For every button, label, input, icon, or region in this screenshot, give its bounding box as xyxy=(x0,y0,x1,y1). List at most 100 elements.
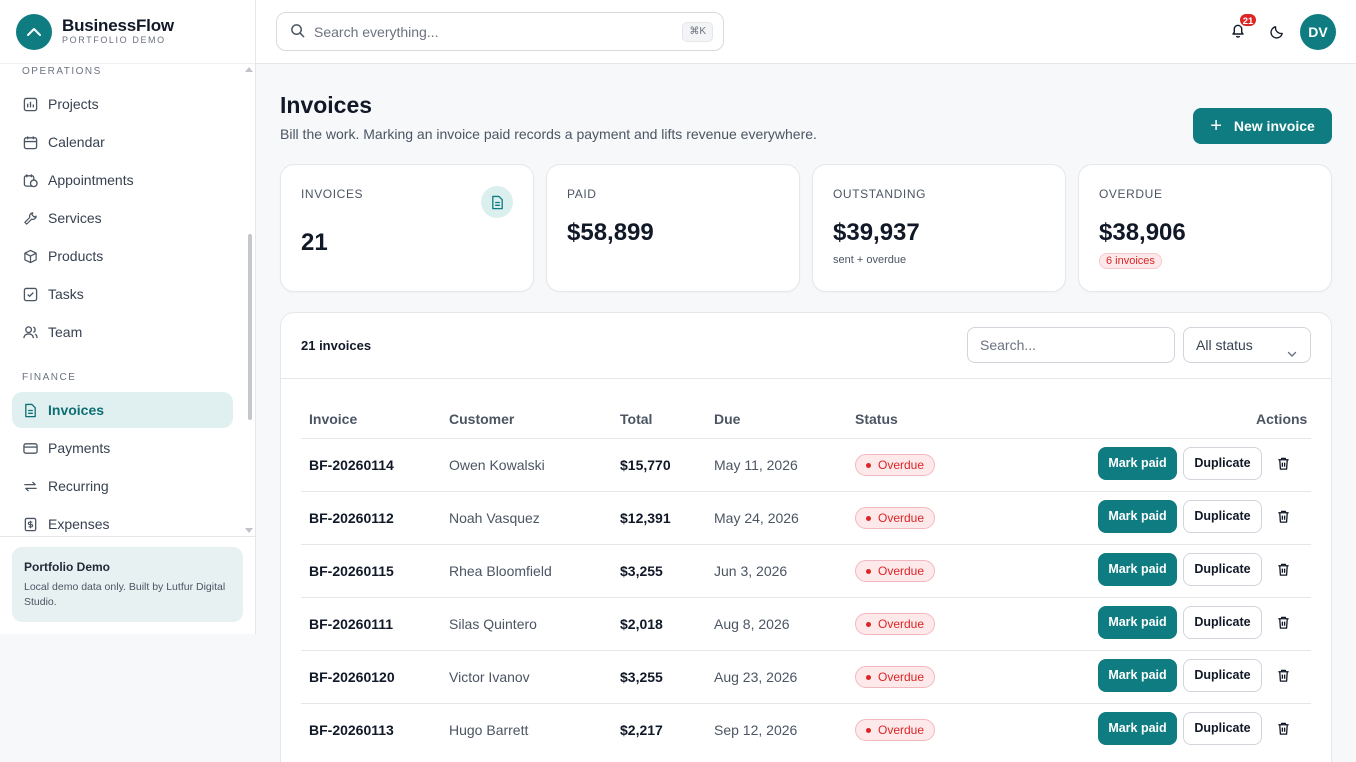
sidebar-item-label: Payments xyxy=(48,440,111,456)
invoice-count-label: 21 invoices xyxy=(301,338,372,353)
column-header-due[interactable]: Due xyxy=(714,411,741,427)
page-title: Invoices xyxy=(280,92,373,118)
invoice-total: $12,391 xyxy=(620,510,671,526)
duplicate-button[interactable]: Duplicate xyxy=(1183,606,1262,639)
duplicate-button[interactable]: Duplicate xyxy=(1183,659,1262,692)
user-avatar[interactable]: DV xyxy=(1300,14,1336,50)
invoice-number[interactable]: BF-20260115 xyxy=(309,563,394,579)
stat-card-overdue: OVERDUE $38,906 6 invoices xyxy=(1078,164,1332,292)
due-date: Aug 8, 2026 xyxy=(714,616,790,632)
sidebar-item-tasks[interactable]: Tasks xyxy=(12,276,233,312)
sidebar-item-products[interactable]: Products xyxy=(12,238,233,274)
trash-icon[interactable] xyxy=(1276,668,1292,684)
sidebar-item-team[interactable]: Team xyxy=(12,314,233,350)
due-date: May 11, 2026 xyxy=(714,457,798,473)
credit-card-icon xyxy=(22,440,38,456)
column-header-customer[interactable]: Customer xyxy=(449,411,515,427)
status-badge: Overdue xyxy=(855,454,936,476)
new-invoice-label: New invoice xyxy=(1233,118,1315,134)
table-row[interactable]: BF-20260113 Hugo Barrett $2,217 Sep 12, 202… xyxy=(301,703,1311,756)
sidebar: BusinessFlow PORTFOLIO DEMO OPERATIONS P… xyxy=(0,0,256,634)
sidebar-item-services[interactable]: Services xyxy=(12,200,233,236)
document-icon xyxy=(22,402,38,418)
invoice-total: $2,217 xyxy=(620,722,663,738)
brand[interactable]: BusinessFlow PORTFOLIO DEMO xyxy=(0,0,255,64)
stat-value: $38,906 xyxy=(1099,219,1186,246)
sidebar-item-label: Recurring xyxy=(48,478,109,494)
page-subtitle: Bill the work. Marking an invoice paid r… xyxy=(280,126,817,142)
brand-name: BusinessFlow xyxy=(62,16,174,35)
scroll-thumb[interactable] xyxy=(248,234,252,420)
notification-count-badge: 21 xyxy=(1238,12,1258,28)
notification-bell-icon[interactable] xyxy=(1230,22,1246,38)
sidebar-item-projects[interactable]: Projects xyxy=(12,86,233,122)
invoice-number[interactable]: BF-20260112 xyxy=(309,510,394,526)
trash-icon[interactable] xyxy=(1276,721,1292,737)
table-row[interactable]: BF-20260112 Noah Vasquez $12,391 May 24, 20… xyxy=(301,491,1311,544)
invoice-number[interactable]: BF-20260120 xyxy=(309,669,395,685)
trash-icon[interactable] xyxy=(1276,615,1292,631)
mark-paid-button[interactable]: Mark paid xyxy=(1098,500,1177,533)
customer-name: Victor Ivanov xyxy=(449,669,530,685)
invoice-total: $2,018 xyxy=(620,616,663,632)
users-icon xyxy=(22,324,38,340)
wrench-icon xyxy=(22,210,38,226)
receipt-icon xyxy=(22,516,38,532)
search-shortcut: ⌘K xyxy=(682,22,713,42)
customer-name: Hugo Barrett xyxy=(449,722,529,738)
box-icon xyxy=(22,248,38,264)
due-date: May 24, 2026 xyxy=(714,510,799,526)
status-badge: Overdue xyxy=(855,719,936,741)
mark-paid-button[interactable]: Mark paid xyxy=(1098,447,1177,480)
customer-name: Silas Quintero xyxy=(449,616,537,632)
duplicate-button[interactable]: Duplicate xyxy=(1183,553,1262,586)
duplicate-button[interactable]: Duplicate xyxy=(1183,712,1262,745)
global-search-input[interactable]: Search everything... ⌘K xyxy=(276,12,724,51)
chevron-down-icon xyxy=(1286,338,1298,372)
trash-icon[interactable] xyxy=(1276,456,1292,472)
duplicate-button[interactable]: Duplicate xyxy=(1183,447,1262,480)
table-row[interactable]: BF-20260120 Victor Ivanov $3,255 Aug 23, 20… xyxy=(301,650,1311,703)
mark-paid-button[interactable]: Mark paid xyxy=(1098,606,1177,639)
mark-paid-button[interactable]: Mark paid xyxy=(1098,553,1177,586)
mark-paid-button[interactable]: Mark paid xyxy=(1098,712,1177,745)
status-filter-select[interactable]: All status xyxy=(1183,327,1311,363)
invoice-total: $3,255 xyxy=(620,669,663,685)
new-invoice-button[interactable]: + New invoice xyxy=(1193,108,1332,144)
sidebar-item-invoices[interactable]: Invoices xyxy=(12,392,233,428)
scroll-up-icon[interactable] xyxy=(245,67,253,72)
sidebar-item-label: Appointments xyxy=(48,172,134,188)
trash-icon[interactable] xyxy=(1276,562,1292,578)
table-row[interactable]: BF-20260115 Rhea Bloomfield $3,255 Jun 3, 2… xyxy=(301,544,1311,597)
customer-name: Rhea Bloomfield xyxy=(449,563,552,579)
scroll-down-icon[interactable] xyxy=(245,528,253,533)
invoice-number[interactable]: BF-20260111 xyxy=(309,616,394,632)
sidebar-scrollbar[interactable] xyxy=(244,64,254,536)
column-header-total[interactable]: Total xyxy=(620,411,653,427)
sidebar-item-recurring[interactable]: Recurring xyxy=(12,468,233,504)
sidebar-item-payments[interactable]: Payments xyxy=(12,430,233,466)
sidebar-nav: OPERATIONS Projects Calendar Appointment… xyxy=(0,64,255,536)
section-title-finance: FINANCE xyxy=(22,372,77,383)
status-badge: Overdue xyxy=(855,613,936,635)
duplicate-button[interactable]: Duplicate xyxy=(1183,500,1262,533)
mark-paid-button[interactable]: Mark paid xyxy=(1098,659,1177,692)
sidebar-item-expenses[interactable]: Expenses xyxy=(12,506,233,536)
stat-label: OUTSTANDING xyxy=(833,187,927,201)
invoices-table-card: 21 invoices Search... All status Invoice… xyxy=(280,312,1332,762)
trash-icon[interactable] xyxy=(1276,509,1292,525)
dark-mode-moon-icon[interactable] xyxy=(1270,24,1286,40)
invoice-number[interactable]: BF-20260113 xyxy=(309,722,394,738)
column-header-invoice[interactable]: Invoice xyxy=(309,411,358,427)
column-header-status[interactable]: Status xyxy=(855,411,898,427)
sidebar-item-label: Invoices xyxy=(48,402,105,418)
sidebar-item-calendar[interactable]: Calendar xyxy=(12,124,233,160)
due-date: Aug 23, 2026 xyxy=(714,669,798,685)
invoice-number[interactable]: BF-20260114 xyxy=(309,457,394,473)
sidebar-item-appointments[interactable]: Appointments xyxy=(12,162,233,198)
table-search-input[interactable]: Search... xyxy=(967,327,1175,363)
table-row[interactable]: BF-20260114 Owen Kowalski $15,770 May 11, 2… xyxy=(301,438,1311,491)
status-filter-value: All status xyxy=(1196,337,1253,353)
table-row[interactable]: BF-20260111 Silas Quintero $2,018 Aug 8, 20… xyxy=(301,597,1311,650)
customer-name: Owen Kowalski xyxy=(449,457,545,473)
